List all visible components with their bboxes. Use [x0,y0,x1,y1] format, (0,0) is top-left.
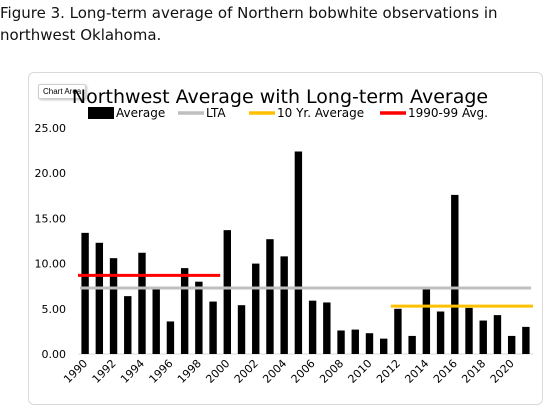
legend-swatch-0 [88,107,114,119]
y-tick-label: 20.00 [35,167,67,180]
bar-1994 [138,252,146,354]
bar-2012 [394,308,402,354]
bar-1997 [180,268,189,354]
x-tick-label: 2012 [374,357,403,386]
bar-2021 [522,326,530,354]
bar-2000 [223,230,231,354]
x-tick-label: 1996 [147,357,176,386]
bar-2015 [436,311,445,354]
bar-2011 [380,338,388,354]
bar-2013 [408,335,416,354]
figure-caption: Figure 3. Long-term average of Northern … [0,4,498,44]
bar-2014 [422,288,431,354]
bar-1991 [95,242,104,354]
x-tick-label: 2002 [232,357,261,386]
x-tick-label: 1998 [175,357,204,386]
bar-2005 [294,151,303,354]
bar-2009 [351,329,359,354]
bar-1993 [124,296,132,354]
y-tick-label: 25.00 [35,122,67,135]
y-tick-label: 15.00 [35,212,67,225]
bar-1998 [195,281,203,354]
x-tick-label: 2016 [431,357,460,386]
y-tick-label: 5.00 [42,303,67,316]
bar-2007 [323,302,331,354]
x-tick-label: 2010 [346,357,375,386]
bar-2020 [507,335,516,354]
bar-1996 [166,321,175,354]
x-tick-label: 1992 [90,357,119,386]
legend-label-1: LTA [206,106,226,120]
legend-label-3: 1990-99 Avg. [408,106,488,120]
x-tick-label: 1994 [118,357,147,386]
bar-2004 [280,256,288,354]
bar-2003 [266,239,274,354]
x-tick-label: 2020 [488,357,517,386]
chart-area-tooltip: Chart Area [38,84,87,99]
x-tick-label: 2008 [317,357,346,386]
x-tick-label: 1990 [61,357,90,386]
bar-2017 [465,307,473,354]
bar-2001 [237,305,246,354]
x-tick-label: 2004 [260,357,289,386]
bar-2006 [308,300,317,354]
bar-2010 [365,333,374,354]
bar-2008 [337,330,345,354]
bar-1990 [81,232,89,354]
bar-2016 [451,194,459,354]
x-tick-label: 2014 [402,357,431,386]
y-tick-label: 10.00 [35,258,67,271]
bar-2002 [252,263,260,354]
bar-1995 [152,288,160,354]
bar-1999 [209,301,217,354]
bar-2019 [493,315,502,354]
x-tick-label: 2018 [459,357,488,386]
legend-label-2: 10 Yr. Average [277,106,364,120]
bar-1992 [109,258,118,354]
x-tick-label: 2000 [203,357,232,386]
chart-title: Northwest Average with Long-term Average [72,86,488,108]
bar-2018 [479,320,487,354]
y-tick-label: 0.00 [42,348,67,361]
x-tick-label: 2006 [289,357,318,386]
legend-label-0: Average [116,106,165,120]
